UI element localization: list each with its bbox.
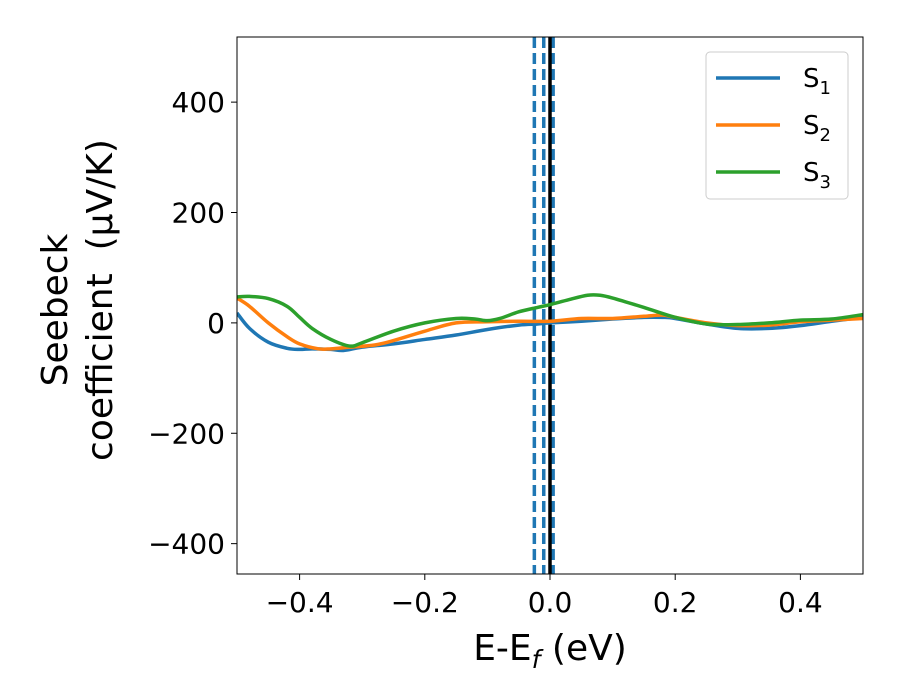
x-tick-label: 0.4	[778, 586, 823, 619]
y-tick-label: 400	[172, 86, 225, 119]
y-axis-label-line1: Seebeck	[35, 233, 76, 386]
y-tick-label: −200	[148, 417, 225, 450]
y-tick-label: 0	[207, 307, 225, 340]
legend-label-s1: S1	[803, 64, 831, 99]
y-axis-ticks: −400 −200 0 200 400	[148, 86, 237, 561]
legend-label-s3: S3	[803, 158, 831, 193]
x-tick-label: −0.2	[391, 586, 459, 619]
x-tick-label: 0.0	[528, 586, 573, 619]
y-tick-label: −400	[148, 528, 225, 561]
series-lines	[237, 293, 863, 353]
legend-label-s2: S2	[803, 111, 831, 146]
y-axis-label-line2: coefficient (μV/K)	[80, 139, 121, 461]
x-tick-label: 0.2	[653, 586, 698, 619]
series-line-s3	[237, 293, 863, 348]
series-line-s1	[237, 311, 863, 353]
x-axis-label: E-Ef (eV)	[473, 628, 627, 674]
x-axis-ticks: −0.4 −0.2 0.0 0.2 0.4	[266, 574, 823, 619]
legend: S1 S2 S3	[705, 51, 849, 200]
y-tick-label: 200	[172, 197, 225, 230]
x-tick-label: −0.4	[266, 586, 334, 619]
